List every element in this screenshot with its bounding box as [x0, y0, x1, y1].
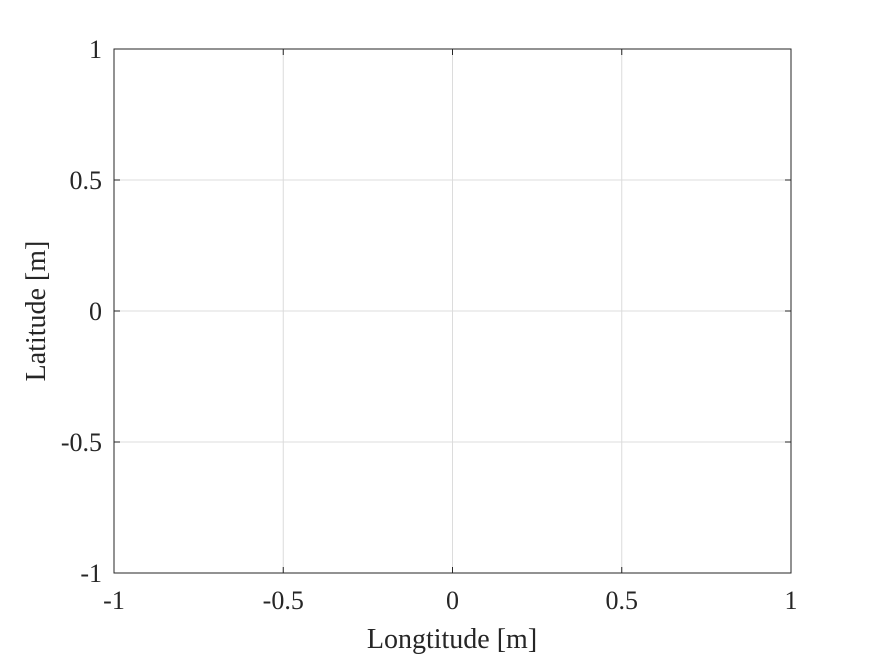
y-tick-label: -0.5 — [61, 428, 102, 457]
x-tick-label: 0.5 — [606, 586, 639, 615]
y-tick-label: 0 — [89, 297, 102, 326]
x-axis-tick-labels: -1 -0.5 0 0.5 1 — [103, 586, 797, 615]
y-tick-label: 1 — [89, 35, 102, 64]
x-tick-label: -1 — [103, 586, 125, 615]
y-axis-title: Latitude [m] — [21, 241, 52, 382]
plot-area — [113, 48, 792, 574]
y-tick-label: -1 — [80, 559, 102, 588]
x-tick-label: 1 — [785, 586, 798, 615]
y-axis-tick-labels: -1 -0.5 0 0.5 1 — [61, 35, 102, 588]
y-tick-label: 0.5 — [70, 166, 103, 195]
y-axis-ticks — [114, 48, 791, 574]
x-tick-label: 0 — [446, 586, 459, 615]
x-axis-title: Longtitude [m] — [367, 624, 537, 655]
x-axis-ticks — [113, 49, 792, 573]
x-tick-label: -0.5 — [263, 586, 304, 615]
y-gridlines — [114, 179, 791, 443]
